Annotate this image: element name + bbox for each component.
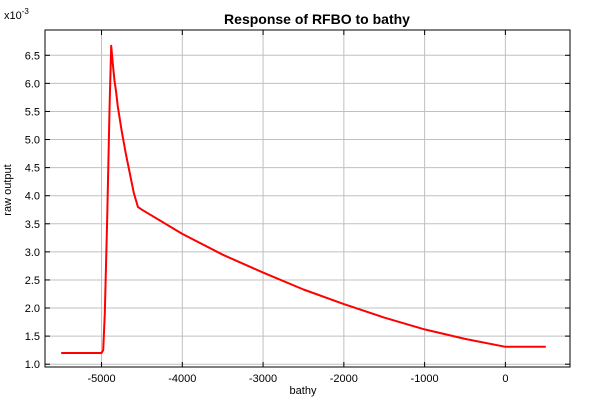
y-tick-label: 4.0	[25, 191, 40, 203]
y-tick-label: 1.0	[25, 359, 40, 371]
y-axis-label: raw output	[2, 164, 14, 215]
x-axis-label: bathy	[290, 385, 317, 397]
x-tick-label: -4000	[168, 373, 196, 385]
y-tick-label: 5.5	[25, 106, 40, 118]
x-tick-label: -1000	[411, 373, 439, 385]
x-tick-label: -5000	[87, 373, 115, 385]
x-tick-label: -3000	[249, 373, 277, 385]
axis-ticks: -5000 -4000 -3000 -2000 -1000 0 1.0 1.5 2.0 2.5 3.…	[25, 30, 570, 385]
y-tick-label: 2.5	[25, 275, 40, 287]
series-layer	[61, 44, 546, 354]
y-tick-label: 4.5	[25, 163, 40, 175]
x-tick-label: -2000	[330, 373, 358, 385]
y-multiplier: x10-3	[4, 7, 29, 22]
y-multiplier-base: x10	[4, 10, 22, 22]
y-tick-label: 6.5	[25, 50, 40, 62]
y-multiplier-exponent: -3	[22, 7, 30, 16]
grid	[45, 30, 570, 367]
plot-frame	[44, 29, 571, 368]
y-tick-label: 3.0	[25, 247, 40, 259]
series-line	[61, 44, 546, 354]
y-tick-label: 6.0	[25, 78, 40, 90]
y-tick-label: 1.5	[25, 331, 40, 343]
x-tick-label: 0	[502, 373, 508, 385]
y-tick-label: 3.5	[25, 219, 40, 231]
chart-title: Response of RFBO to bathy	[224, 11, 410, 27]
y-tick-label: 5.0	[25, 135, 40, 147]
y-tick-label: 2.0	[25, 303, 40, 315]
